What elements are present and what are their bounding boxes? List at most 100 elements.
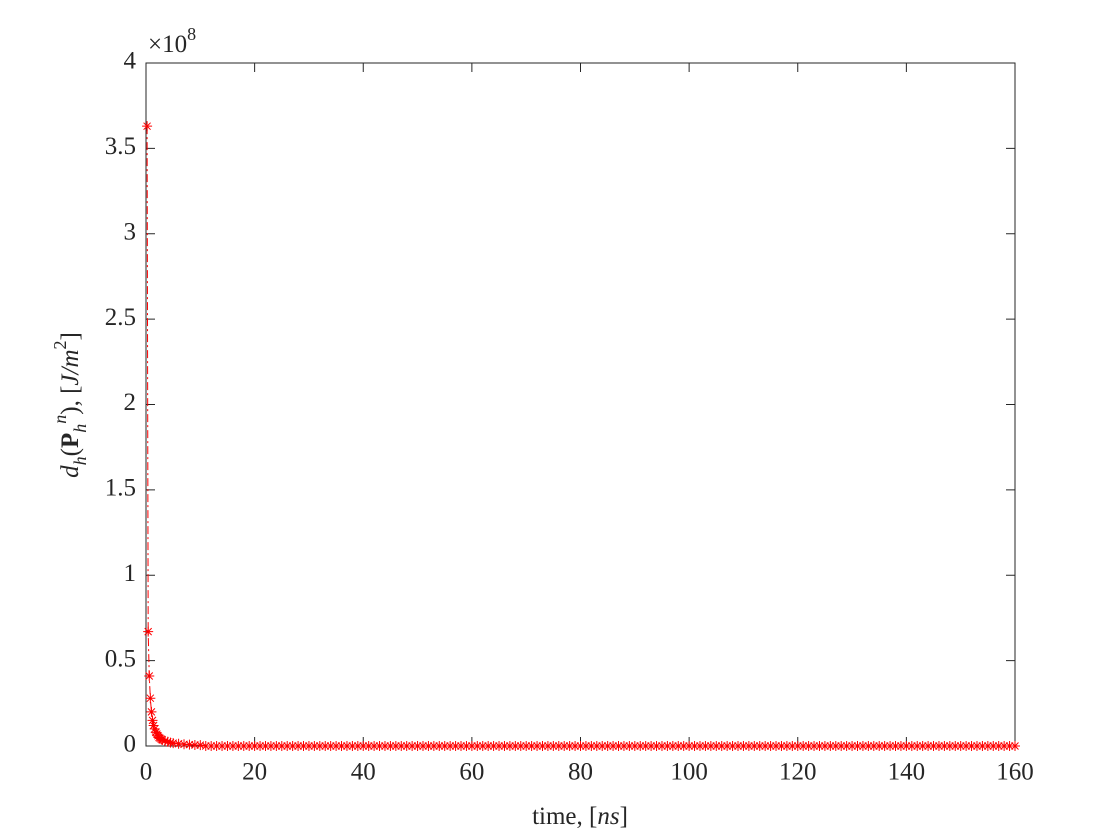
marker xyxy=(184,739,195,750)
label-part: 8 xyxy=(187,24,196,44)
marker xyxy=(955,741,966,751)
marker xyxy=(358,741,369,751)
label-part: h xyxy=(70,424,90,433)
y-tick-label: 1 xyxy=(124,560,137,587)
x-tick-label: 40 xyxy=(351,759,376,786)
marker xyxy=(260,741,271,751)
y-tick-label: 2 xyxy=(124,389,137,416)
marker xyxy=(727,741,738,751)
label-part: 2 xyxy=(50,340,70,349)
label-part: n xyxy=(50,415,70,424)
marker xyxy=(331,741,342,751)
marker xyxy=(548,741,559,751)
marker xyxy=(765,741,776,751)
marker xyxy=(401,741,412,751)
marker xyxy=(602,741,613,751)
marker xyxy=(667,741,678,751)
marker xyxy=(640,741,651,751)
marker xyxy=(165,737,176,748)
marker xyxy=(417,741,428,751)
marker xyxy=(456,741,467,751)
marker xyxy=(863,741,874,751)
marker xyxy=(532,741,543,751)
marker xyxy=(792,741,803,751)
y-tick-label: 3 xyxy=(124,218,137,245)
marker xyxy=(309,741,320,751)
marker xyxy=(168,738,179,749)
y-tick-label: 3.5 xyxy=(105,133,136,160)
marker xyxy=(988,741,999,751)
label-part: ] xyxy=(57,332,84,340)
marker xyxy=(521,741,532,751)
marker xyxy=(276,741,287,751)
y-tick-label: 0.5 xyxy=(105,645,136,672)
label-part: ns xyxy=(597,803,619,830)
marker xyxy=(591,741,602,751)
marker xyxy=(249,741,260,751)
marker xyxy=(678,741,689,751)
marker xyxy=(352,741,363,751)
marker xyxy=(461,741,472,751)
marker xyxy=(363,741,374,751)
marker xyxy=(314,741,325,751)
marker xyxy=(906,741,917,751)
marker xyxy=(374,741,385,751)
marker xyxy=(385,741,396,751)
marker xyxy=(147,715,158,726)
marker xyxy=(912,741,923,751)
marker xyxy=(966,741,977,751)
marker xyxy=(466,741,477,751)
marker xyxy=(149,723,160,734)
x-tick-label: 60 xyxy=(459,759,484,786)
marker xyxy=(684,741,695,751)
marker xyxy=(597,741,608,751)
x-tick-label: 120 xyxy=(779,759,817,786)
marker xyxy=(689,741,700,751)
marker xyxy=(586,741,597,751)
y-axis-label: dh(Phn), [J/m2] xyxy=(50,332,90,478)
marker xyxy=(993,741,1004,751)
y-tick-label: 0 xyxy=(124,731,137,758)
marker xyxy=(971,741,982,751)
marker xyxy=(526,741,537,751)
marker xyxy=(488,741,499,751)
marker xyxy=(646,741,657,751)
marker xyxy=(901,741,912,751)
marker xyxy=(341,741,352,751)
marker xyxy=(868,741,879,751)
marker xyxy=(173,738,184,749)
series-line xyxy=(146,126,1015,747)
y-tick-label: 2.5 xyxy=(105,304,136,331)
marker xyxy=(179,739,190,750)
marker xyxy=(298,741,309,751)
marker xyxy=(390,741,401,751)
marker xyxy=(928,741,939,751)
marker xyxy=(265,741,276,751)
marker xyxy=(847,741,858,751)
marker xyxy=(472,741,483,751)
marker xyxy=(407,741,418,751)
x-tick-label: 100 xyxy=(670,759,708,786)
marker xyxy=(504,741,515,751)
marker xyxy=(825,741,836,751)
x-tick-label: 160 xyxy=(996,759,1034,786)
marker xyxy=(499,741,510,751)
marker xyxy=(852,741,863,751)
marker xyxy=(895,741,906,751)
marker xyxy=(320,741,331,751)
marker xyxy=(608,741,619,751)
label-part: ×10 xyxy=(148,31,187,58)
marker xyxy=(148,720,159,731)
marker xyxy=(885,741,896,751)
marker xyxy=(206,741,217,751)
marker xyxy=(255,741,266,751)
marker xyxy=(564,741,575,751)
x-tick-label: 20 xyxy=(242,759,267,786)
marker xyxy=(673,741,684,751)
marker xyxy=(477,741,488,751)
label-part: h xyxy=(70,456,90,465)
marker xyxy=(939,741,950,751)
marker xyxy=(977,741,988,751)
marker xyxy=(890,741,901,751)
